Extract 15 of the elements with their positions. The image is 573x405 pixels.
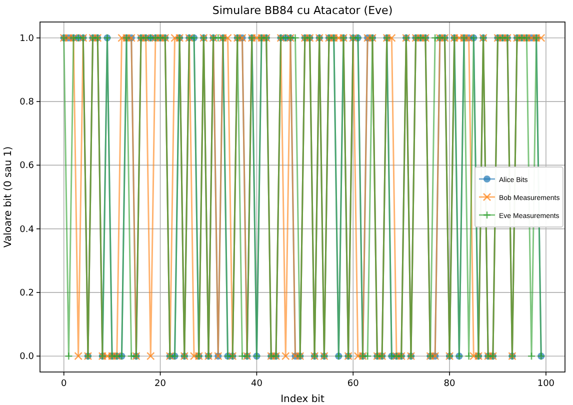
x-tick-label: 20 — [154, 379, 166, 389]
y-axis-title: Valoare bit (0 sau 1) — [3, 146, 14, 248]
x-tick-label: 80 — [444, 379, 456, 389]
x-tick-label: 60 — [347, 379, 360, 389]
y-tick-label: 0.2 — [20, 288, 34, 298]
y-tick-label: 0.8 — [20, 98, 34, 108]
y-tick-label: 0.0 — [20, 352, 34, 362]
x-tick-label: 0 — [60, 379, 67, 389]
y-tick-label: 1.0 — [20, 34, 34, 44]
chart-title: Simulare BB84 cu Atacator (Eve) — [212, 4, 393, 17]
y-tick-label: 0.6 — [20, 161, 34, 172]
x-axis-title: Index bit — [280, 394, 324, 405]
x-tick-label: 40 — [250, 379, 263, 389]
x-tick-label: 100 — [537, 379, 555, 389]
y-tick-label: 0.4 — [20, 224, 34, 235]
